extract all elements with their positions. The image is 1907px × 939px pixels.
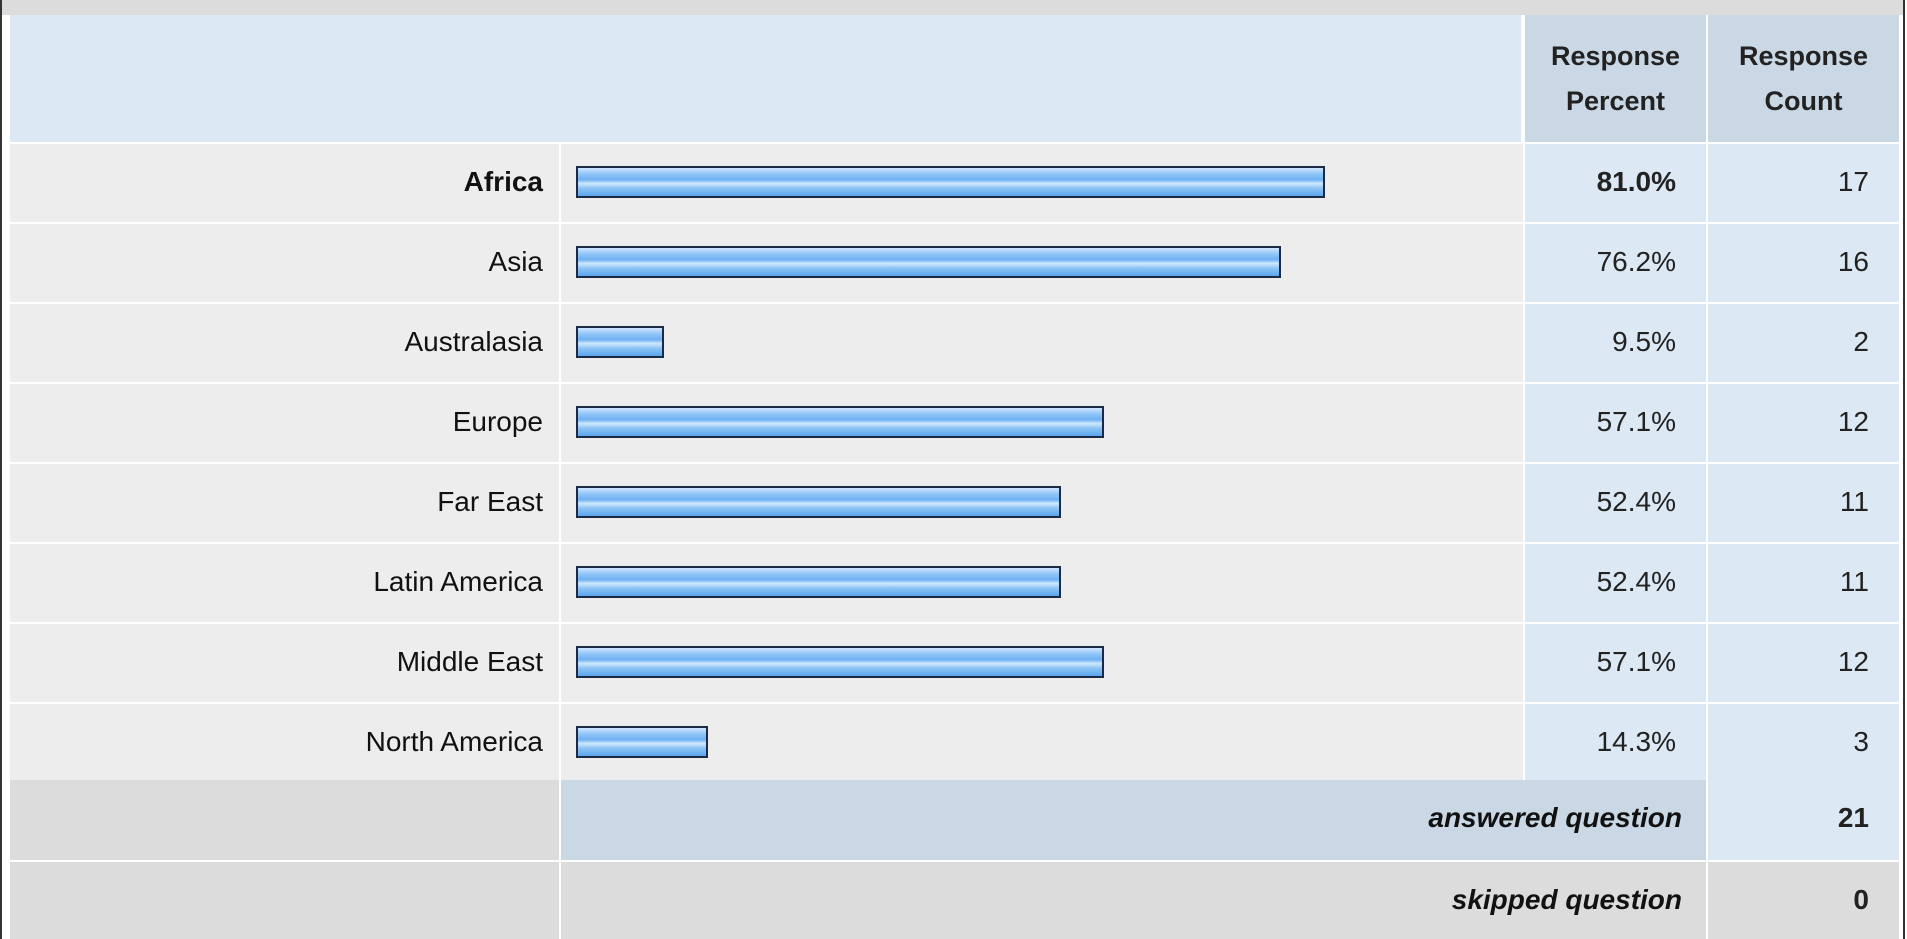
row-label-cell: Far East [10, 464, 559, 542]
row-percent-cell: 81.0% [1525, 144, 1706, 222]
count-label: 11 [1839, 486, 1869, 517]
count-label: 17 [1837, 166, 1869, 197]
percent-label: 76.2% [1596, 246, 1676, 277]
category-label: Asia [488, 246, 543, 277]
top-strip [2, 0, 1903, 15]
header-response-percent: Response Percent [1525, 15, 1706, 142]
bar [576, 166, 1326, 198]
count-label: 2 [1853, 326, 1869, 357]
header-response-count: Response Count [1708, 15, 1899, 142]
row-percent-cell: 52.4% [1525, 544, 1706, 622]
answered-label-cell: answered question [561, 780, 1706, 860]
percent-label: 57.1% [1596, 406, 1676, 437]
count-label: 16 [1837, 246, 1869, 277]
header-row-blank [10, 15, 1521, 142]
answered-value-cell: 21 [1708, 780, 1899, 860]
row-percent-cell: 57.1% [1525, 624, 1706, 702]
row-count-cell: 16 [1708, 224, 1899, 302]
percent-label: 81.0% [1596, 166, 1676, 197]
answered-question-label: answered question [1428, 802, 1682, 833]
bar [576, 406, 1105, 438]
row-count-cell: 11 [1708, 544, 1899, 622]
row-label-cell: North America [10, 704, 559, 782]
bar [576, 326, 664, 358]
row-bar-cell [561, 704, 1523, 782]
row-count-cell: 12 [1708, 624, 1899, 702]
count-label: 3 [1853, 726, 1869, 757]
bar [576, 726, 709, 758]
percent-label: 14.3% [1596, 726, 1676, 757]
row-count-cell: 3 [1708, 704, 1899, 782]
row-bar-cell [561, 304, 1523, 382]
header-response-percent-label: Response Percent [1550, 40, 1681, 116]
row-label-cell: Asia [10, 224, 559, 302]
category-label: Europe [452, 406, 543, 437]
bar [576, 486, 1061, 518]
category-label: North America [365, 726, 543, 757]
row-percent-cell: 76.2% [1525, 224, 1706, 302]
percent-label: 9.5% [1612, 326, 1676, 357]
row-label-cell: Europe [10, 384, 559, 462]
skipped-question-value: 0 [1853, 884, 1869, 915]
row-percent-cell: 9.5% [1525, 304, 1706, 382]
row-count-cell: 11 [1708, 464, 1899, 542]
skipped-left-cell [10, 862, 559, 939]
answered-question-value: 21 [1837, 802, 1869, 833]
row-percent-cell: 14.3% [1525, 704, 1706, 782]
category-label: Far East [437, 486, 543, 517]
answered-left-cell [10, 780, 559, 860]
row-label-cell: Latin America [10, 544, 559, 622]
row-count-cell: 12 [1708, 384, 1899, 462]
category-label: Middle East [396, 646, 543, 677]
skipped-value-cell: 0 [1708, 862, 1899, 939]
count-label: 12 [1837, 406, 1869, 437]
row-label-cell: Middle East [10, 624, 559, 702]
category-label: Africa [463, 166, 543, 197]
count-label: 12 [1837, 646, 1869, 677]
header-response-count-label: Response Count [1738, 40, 1869, 116]
bar [576, 246, 1281, 278]
bar [576, 646, 1105, 678]
skipped-question-label: skipped question [1451, 884, 1682, 915]
category-label: Australasia [404, 326, 543, 357]
row-count-cell: 2 [1708, 304, 1899, 382]
percent-label: 57.1% [1596, 646, 1676, 677]
row-label-cell: Africa [10, 144, 559, 222]
skipped-label-cell: skipped question [561, 862, 1706, 939]
bar [576, 566, 1061, 598]
row-percent-cell: 52.4% [1525, 464, 1706, 542]
percent-label: 52.4% [1596, 566, 1676, 597]
category-label: Latin America [373, 566, 543, 597]
row-percent-cell: 57.1% [1525, 384, 1706, 462]
row-count-cell: 17 [1708, 144, 1899, 222]
count-label: 11 [1839, 566, 1869, 597]
percent-label: 52.4% [1596, 486, 1676, 517]
row-label-cell: Australasia [10, 304, 559, 382]
